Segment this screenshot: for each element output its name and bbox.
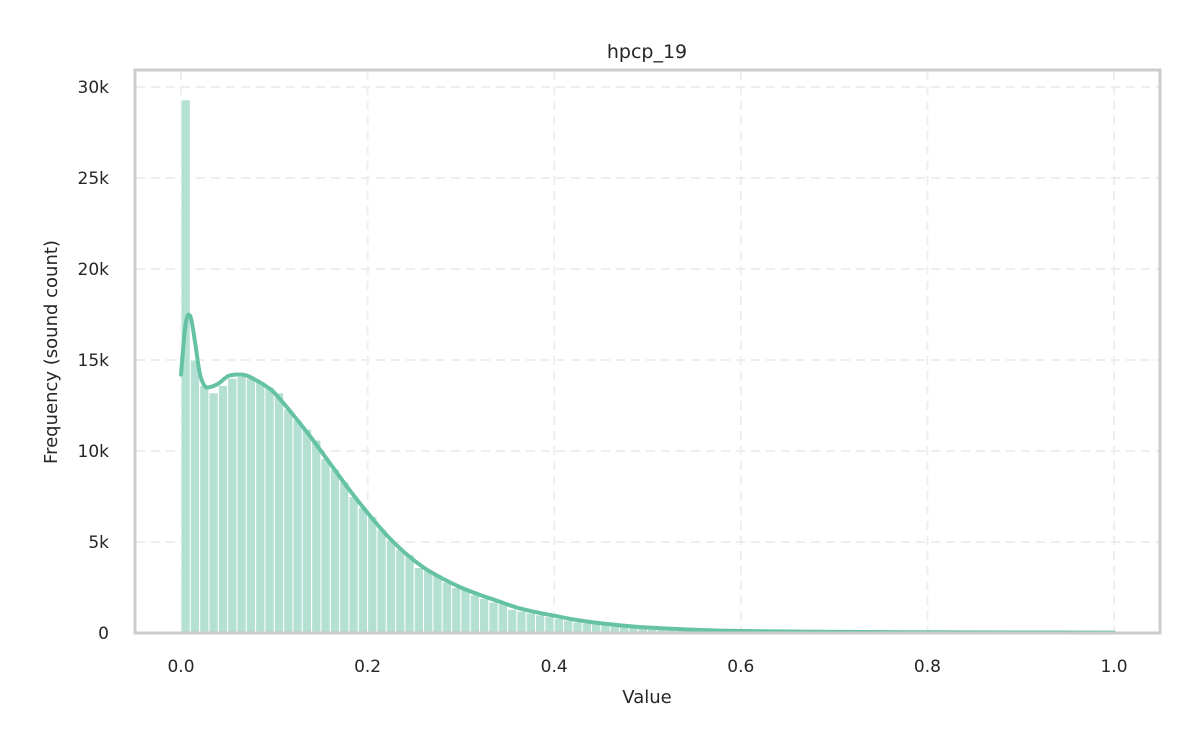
histogram-bar: [301, 428, 313, 634]
histogram-bar: [581, 622, 593, 634]
y-tick-label: 15k: [78, 351, 110, 371]
histogram-bar: [245, 377, 257, 634]
histogram-bar: [563, 619, 574, 634]
histogram-bar: [572, 621, 583, 634]
histogram-bar: [217, 384, 229, 634]
histogram-bar: [553, 617, 565, 634]
x-tick-label: 0.8: [914, 657, 941, 677]
histogram-bar: [273, 392, 285, 634]
y-tick-label: 30k: [78, 78, 110, 98]
histogram-bar: [469, 594, 481, 634]
histogram-bars: [180, 99, 1115, 634]
histogram-bar: [292, 419, 303, 634]
x-tick-label: 0.6: [727, 657, 754, 677]
histogram-bar: [329, 468, 341, 634]
y-axis-ticks: 0 5k 10k 15k 20k 25k 30k: [78, 78, 110, 644]
histogram-bar: [348, 496, 359, 634]
histogram-bar: [208, 392, 219, 634]
histogram-bar: [236, 375, 247, 634]
histogram-bar: [432, 574, 443, 634]
histogram-bar: [357, 506, 369, 634]
histogram-bar: [507, 608, 518, 634]
y-tick-label: 25k: [78, 169, 110, 189]
histogram-bar: [488, 601, 499, 634]
y-tick-label: 5k: [88, 533, 109, 553]
y-tick-label: 10k: [78, 442, 110, 462]
histogram-bar: [367, 516, 378, 634]
histogram-bar: [535, 614, 546, 634]
histogram-bar: [376, 528, 387, 634]
histogram-bar: [227, 377, 238, 634]
histogram-bar: [423, 568, 434, 634]
histogram-bar: [413, 566, 425, 634]
histogram-bar: [404, 554, 415, 634]
histogram-bar: [311, 439, 322, 634]
x-tick-label: 0.4: [541, 657, 568, 677]
x-tick-label: 0.0: [167, 657, 194, 677]
histogram-bar: [199, 384, 210, 634]
y-tick-label: 20k: [78, 260, 110, 280]
histogram-bar: [189, 359, 201, 634]
x-axis-ticks: 0.0 0.2 0.4 0.6 0.8 1.0: [167, 657, 1127, 677]
x-axis-label: Value: [622, 687, 671, 708]
histogram-bar: [451, 587, 462, 634]
histogram-bar: [385, 539, 397, 634]
histogram-bar: [320, 457, 331, 634]
histogram-bar: [525, 612, 537, 634]
histogram-bar: [441, 581, 453, 634]
y-tick-label: 0: [98, 624, 109, 644]
histogram-bar: [516, 610, 527, 634]
histogram-bar: [255, 381, 266, 634]
histogram-bar: [264, 386, 275, 634]
histogram-bar: [544, 616, 555, 634]
histogram-bar: [283, 408, 294, 634]
x-tick-label: 1.0: [1100, 657, 1127, 677]
histogram-bar: [339, 481, 350, 634]
histogram-bar: [479, 597, 490, 634]
y-axis-label: Frequency (sound count): [41, 240, 62, 464]
histogram-bar: [460, 588, 471, 634]
kde-curve: [179, 312, 1116, 635]
plot-frame: [133, 68, 1162, 635]
histogram-bar: [395, 548, 406, 634]
histogram-bar: [497, 601, 509, 634]
x-tick-label: 0.2: [354, 657, 381, 677]
chart-title: hpcp_19: [607, 41, 687, 63]
